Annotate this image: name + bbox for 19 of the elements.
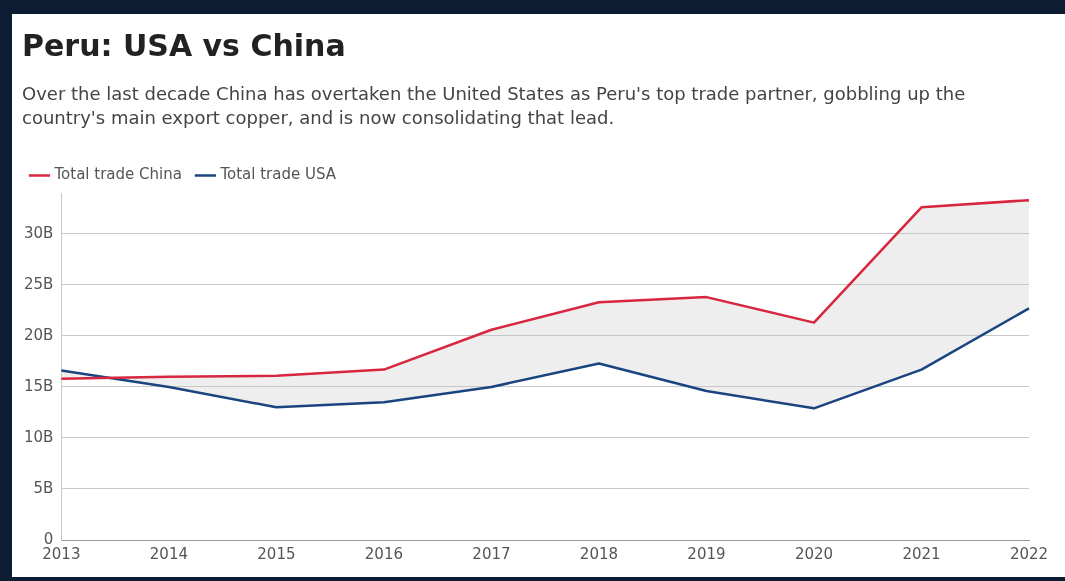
x-tick-label: 2019 <box>687 544 726 563</box>
y-tick-label: 30B <box>23 223 54 242</box>
x-tick-label: 2016 <box>364 544 404 563</box>
y-tick-label: 5B <box>33 478 54 497</box>
chart-title: Peru: USA vs China <box>22 28 346 63</box>
x-tick-label: 2017 <box>472 544 511 563</box>
x-tick-label: 2022 <box>1009 544 1049 563</box>
legend-label: Total trade China <box>53 165 182 184</box>
legend-label: Total trade USA <box>219 165 337 184</box>
chart-subtitle: Over the last decade China has overtaken the United States as Peru's top trade partner, gobbling up the country's main export copper, and is now consolidating that lead. <box>22 82 967 130</box>
y-tick-label: 15B <box>23 376 54 395</box>
x-tick-label: 2020 <box>794 544 834 563</box>
y-tick-label: 10B <box>23 427 54 446</box>
x-tick-label: 2015 <box>257 544 296 563</box>
y-tick-label: 20B <box>23 325 54 344</box>
x-tick-label: 2021 <box>902 544 941 563</box>
y-tick-label: 25B <box>23 274 54 293</box>
x-tick-label: 2014 <box>149 544 188 563</box>
x-tick-label: 2018 <box>579 544 619 563</box>
